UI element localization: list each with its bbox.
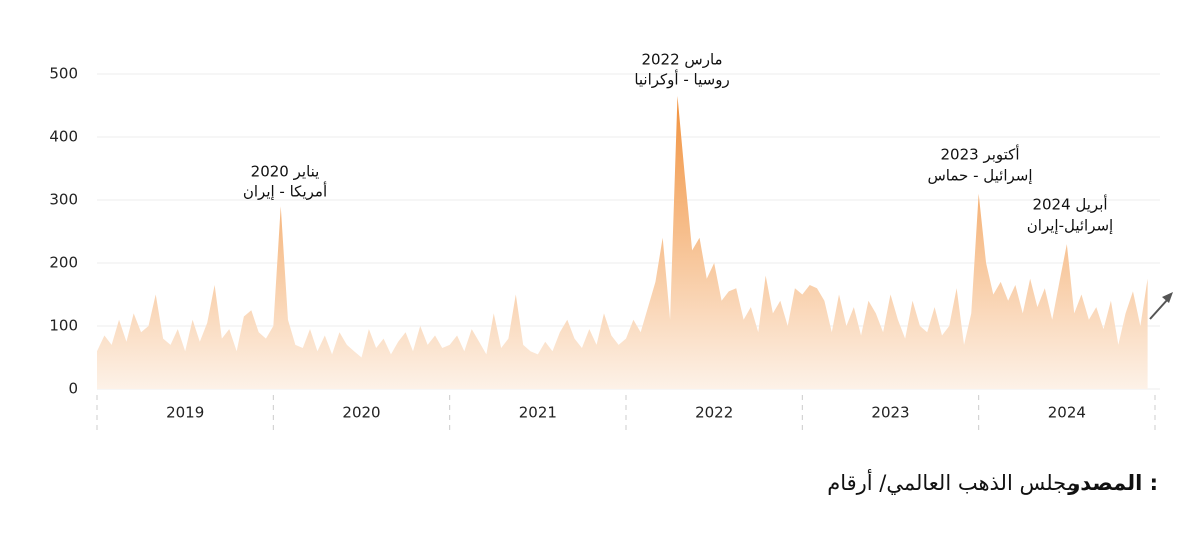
annotation-event: إسرائيل-إيران — [1027, 217, 1113, 235]
annotation-date: مارس 2022 — [641, 51, 722, 69]
x-tick-label: 2020 — [342, 404, 380, 422]
source-label: المصدر : — [1067, 471, 1158, 495]
annotation-date: أكتوبر 2023 — [941, 145, 1020, 164]
annotation-event: إسرائيل - حماس — [927, 167, 1032, 185]
annotation-event: روسيا - أوكرانيا — [634, 70, 729, 89]
y-tick-label: 300 — [49, 191, 78, 209]
y-tick-label: 100 — [49, 317, 78, 335]
y-tick-label: 400 — [49, 128, 78, 146]
trend-arrow — [1149, 292, 1173, 320]
annotation-event: أمريكا - إيران — [243, 182, 327, 201]
x-tick-label: 2023 — [871, 404, 909, 422]
x-tick-label: 2022 — [695, 404, 733, 422]
area — [97, 96, 1148, 390]
annotation-date: أبريل 2024 — [1032, 195, 1107, 214]
source: مجلس الذهب العالمي/ أرقام — [827, 469, 1078, 495]
annotation-date: يناير 2020 — [251, 163, 320, 181]
y-tick-label: 200 — [49, 254, 78, 272]
y-tick-label: 0 — [68, 380, 78, 398]
y-tick-label: 500 — [49, 65, 78, 83]
x-tick-label: 2024 — [1048, 404, 1086, 422]
x-tick-label: 2021 — [519, 404, 557, 422]
x-tick-label: 2019 — [166, 404, 204, 422]
